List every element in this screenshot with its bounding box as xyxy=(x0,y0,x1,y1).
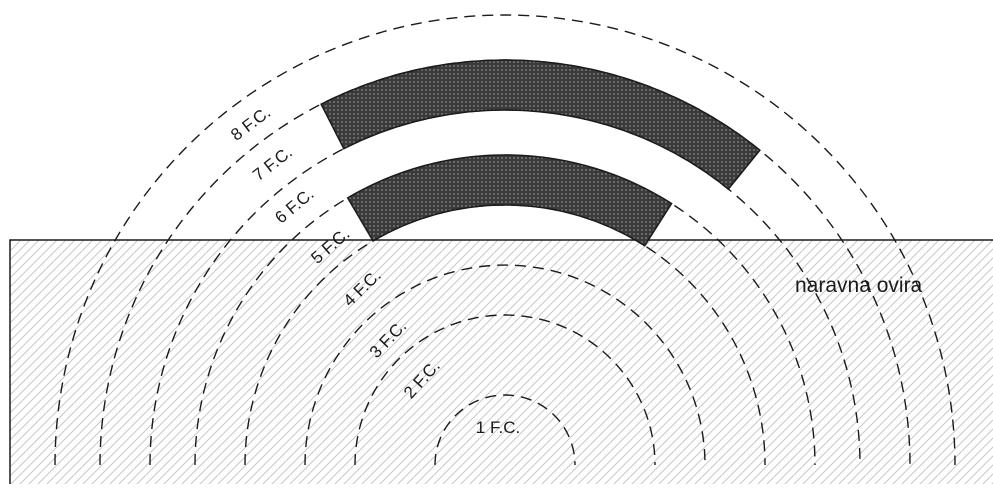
zone-ring-1 xyxy=(434,394,576,466)
zone-label-7: 7 F.C. xyxy=(249,143,296,185)
natural-obstacle xyxy=(9,239,993,489)
zone-ring-4 xyxy=(244,204,766,466)
zone-ring-8 xyxy=(54,14,956,466)
zone-label-1: 1 F.C. xyxy=(476,418,520,437)
obstructed-band-outer xyxy=(320,59,761,191)
zone-ring-2 xyxy=(354,314,656,466)
zone-label-6: 6 F.C. xyxy=(271,184,317,227)
obstructed-bands xyxy=(320,59,761,247)
zone-ring-3 xyxy=(304,264,706,466)
natural-obstacle-label: naravna ovira xyxy=(795,274,923,297)
zone-ring-6 xyxy=(149,109,861,466)
zone-label-8: 8 F.C. xyxy=(227,103,274,145)
obstructed-band-inner xyxy=(346,154,673,247)
